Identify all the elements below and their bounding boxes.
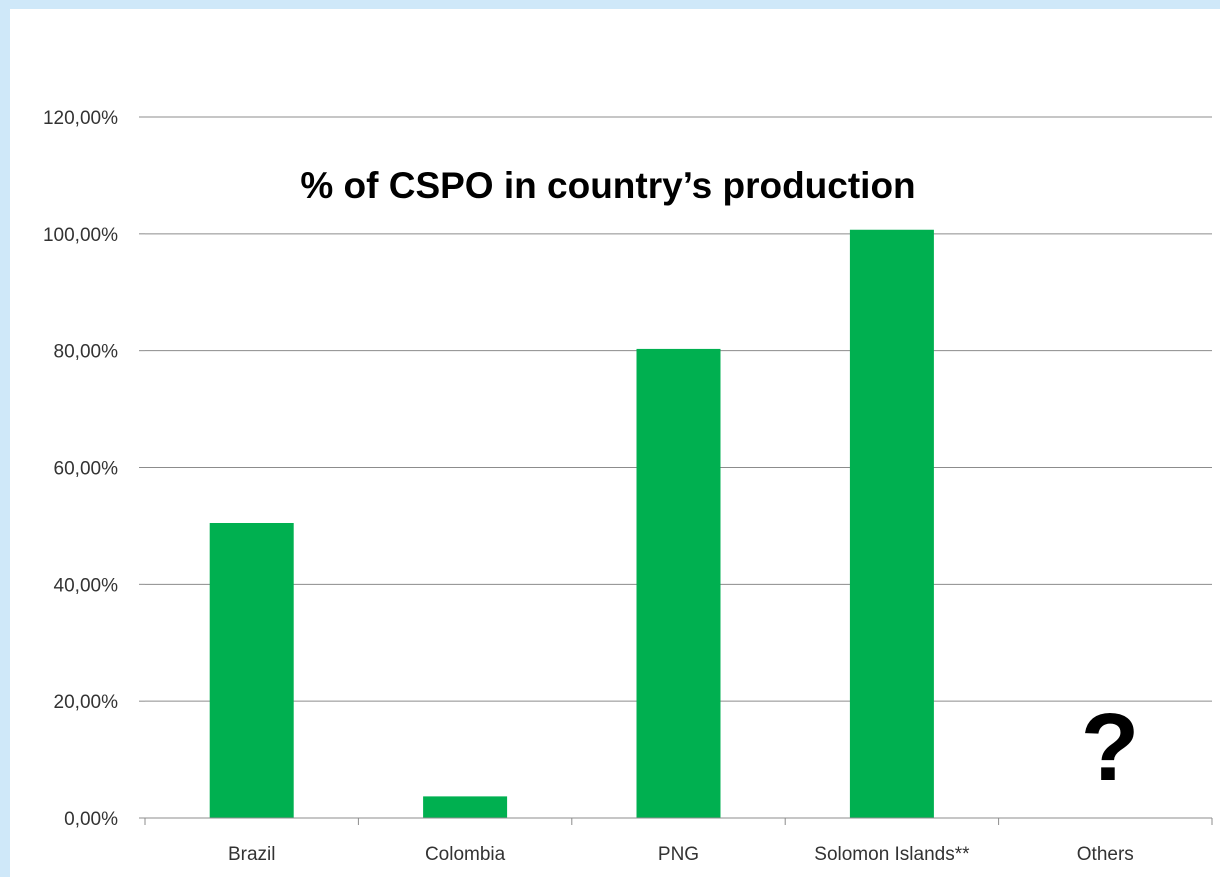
y-tick-label: 40,00%	[54, 575, 119, 596]
y-tick-label: 80,00%	[54, 342, 119, 363]
y-tick-label: 100,00%	[43, 225, 118, 246]
bar-colombia	[423, 796, 508, 818]
x-tick-label: Others	[1077, 844, 1134, 865]
x-axis	[144, 817, 1213, 825]
y-tick-label: 60,00%	[54, 459, 119, 480]
frame-left-border	[0, 0, 10, 877]
chart-title: % of CSPO in country’s production	[300, 165, 915, 206]
bar-brazil	[209, 522, 294, 818]
x-tick-label: Colombia	[425, 844, 506, 865]
bar-solomon-islands	[849, 229, 934, 819]
y-tick-label: 20,00%	[54, 692, 119, 713]
frame-top-border	[0, 0, 1220, 9]
x-tick-label: Brazil	[228, 844, 276, 865]
x-tick-label: PNG	[658, 844, 699, 865]
x-axis-ticks: Brazil Colombia PNG Solomon Islands** Others	[228, 844, 1134, 865]
bars	[209, 229, 934, 819]
y-tick-label: 120,00%	[43, 108, 118, 129]
bar-png	[636, 348, 721, 818]
y-tick-label: 0,00%	[64, 809, 118, 830]
question-mark-annotation: ?	[1081, 694, 1140, 801]
y-axis-ticks: 0,00% 20,00% 40,00% 60,00% 80,00% 100,00% 120,…	[43, 108, 145, 830]
x-tick-label: Solomon Islands**	[814, 844, 970, 865]
